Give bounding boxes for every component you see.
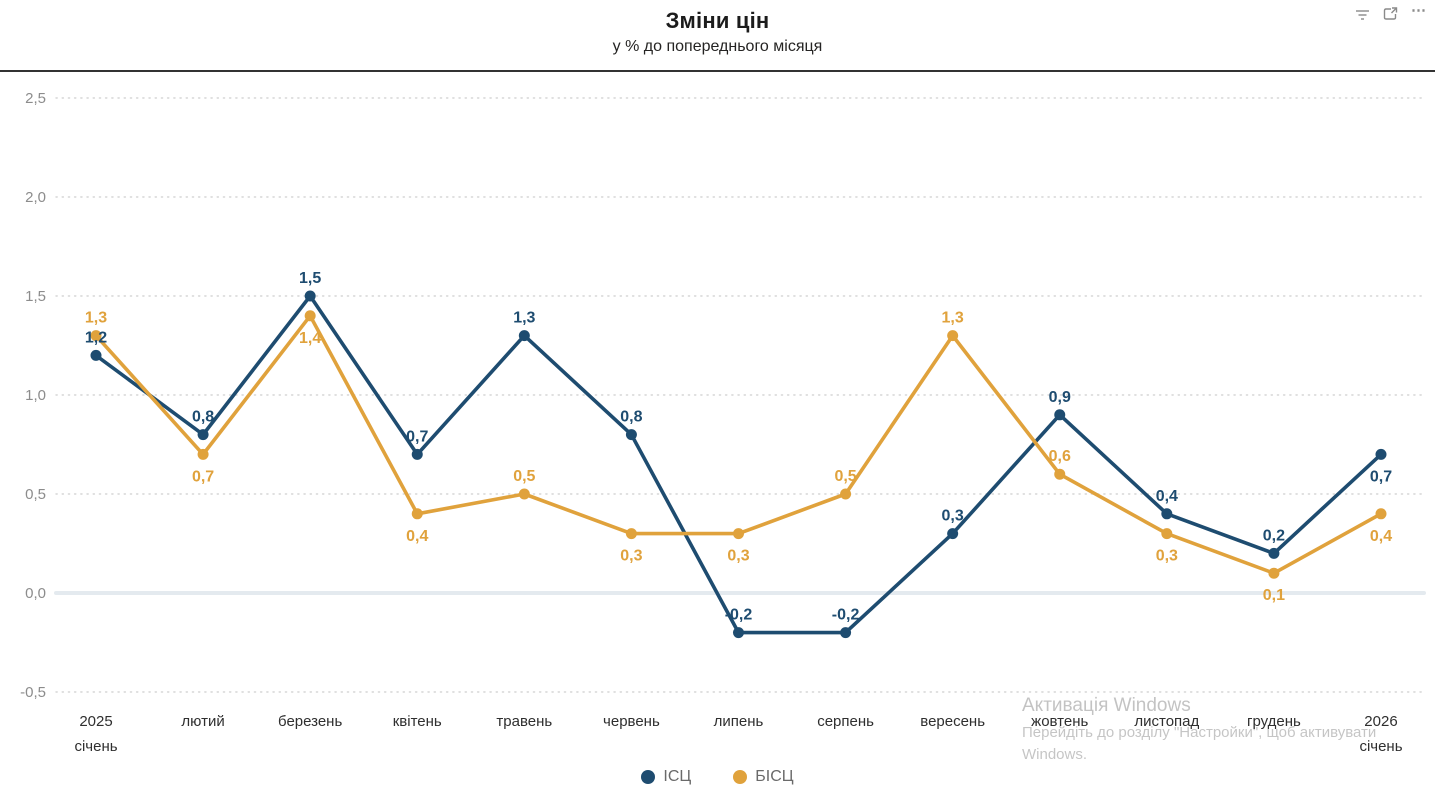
y-axis-tick-label: 1,0	[25, 387, 46, 404]
data-label: -0,2	[832, 607, 860, 624]
data-point[interactable]	[304, 290, 316, 302]
chart-legend: ІСЦ БІСЦ	[0, 768, 1435, 786]
filter-icon[interactable]	[1355, 8, 1370, 21]
data-point[interactable]	[1268, 567, 1280, 579]
data-point[interactable]	[625, 528, 637, 540]
data-point[interactable]	[1268, 547, 1280, 559]
data-label: 0,7	[1370, 468, 1392, 485]
data-point[interactable]	[90, 349, 102, 361]
data-label: 0,6	[1049, 448, 1071, 465]
data-label: 0,3	[727, 548, 749, 565]
x-axis-tick-label: травень	[496, 713, 552, 730]
data-point[interactable]	[518, 330, 530, 342]
data-point[interactable]	[625, 429, 637, 441]
visual-header-toolbar: ⋯	[1355, 2, 1427, 22]
data-label: 0,9	[1049, 389, 1071, 406]
legend-label: ІСЦ	[663, 768, 692, 785]
data-label: 0,3	[620, 548, 642, 565]
data-label: 0,8	[192, 409, 214, 426]
data-label: 0,3	[942, 508, 964, 525]
data-label: 0,3	[1156, 548, 1178, 565]
data-label: 0,8	[620, 409, 642, 426]
focus-mode-icon[interactable]	[1383, 7, 1398, 21]
data-point[interactable]	[732, 528, 744, 540]
data-label: 0,7	[406, 428, 428, 445]
legend-dot-icon	[733, 770, 748, 784]
series-line-ІСЦ	[94, 294, 1383, 635]
data-point[interactable]	[840, 488, 852, 500]
data-point[interactable]	[411, 508, 423, 520]
page-title: Зміни цін	[665, 8, 770, 33]
data-point[interactable]	[411, 448, 423, 460]
x-axis-tick-label: 2026	[1364, 713, 1397, 730]
y-axis-tick-label: 0,5	[25, 486, 46, 503]
data-label: 0,1	[1263, 587, 1285, 604]
x-axis-tick-label: 2025	[79, 713, 112, 730]
x-axis-tick-label: березень	[278, 713, 342, 730]
data-label: 0,7	[192, 468, 214, 485]
x-axis-tick-label: липень	[714, 713, 764, 730]
y-axis-tick-label: 2,5	[25, 90, 46, 107]
chart-header: Зміни цін у % до попереднього місяця	[0, 0, 1435, 72]
x-axis-tick-label: грудень	[1247, 713, 1301, 730]
x-axis-tick-label: січень	[74, 738, 117, 755]
data-point[interactable]	[732, 627, 744, 639]
data-label: 1,5	[299, 270, 321, 287]
data-point[interactable]	[947, 330, 959, 342]
x-axis-tick-label: серпень	[817, 713, 874, 730]
data-point[interactable]	[304, 310, 316, 322]
data-label: 1,2	[85, 329, 107, 346]
legend-dot-icon	[641, 770, 656, 784]
data-label: 0,4	[406, 528, 428, 545]
x-axis-tick-label: вересень	[920, 713, 985, 730]
x-axis-tick-label: листопад	[1134, 713, 1199, 730]
data-label: 1,4	[299, 330, 321, 347]
y-axis-tick-label: 1,5	[25, 288, 46, 305]
data-point[interactable]	[197, 448, 209, 460]
x-axis-tick-label: лютий	[181, 713, 224, 730]
x-axis-tick-label: квітень	[393, 713, 442, 730]
data-label: 1,3	[513, 310, 535, 327]
more-options-icon[interactable]: ⋯	[1411, 2, 1427, 19]
data-point[interactable]	[840, 627, 852, 639]
y-axis-tick-label: 2,0	[25, 189, 46, 206]
legend-item[interactable]: ІСЦ	[641, 768, 691, 786]
x-axis-tick-label: жовтень	[1031, 713, 1088, 730]
y-axis-tick-label: 0,0	[25, 585, 46, 602]
data-point[interactable]	[197, 429, 209, 441]
data-point[interactable]	[90, 330, 102, 342]
legend-item[interactable]: БІСЦ	[733, 768, 794, 786]
data-point[interactable]	[1375, 508, 1387, 520]
data-point[interactable]	[1054, 468, 1066, 480]
data-label: -0,2	[725, 607, 753, 624]
data-point[interactable]	[1161, 528, 1173, 540]
data-label: 0,4	[1370, 528, 1392, 545]
data-label: 0,5	[834, 468, 856, 485]
x-axis-tick-label: січень	[1359, 738, 1402, 755]
data-point[interactable]	[1054, 409, 1066, 421]
data-label: 0,5	[513, 468, 535, 485]
data-point[interactable]	[1161, 508, 1173, 520]
x-axis-tick-label: червень	[603, 713, 660, 730]
data-label: 1,3	[942, 310, 964, 327]
data-point[interactable]	[1375, 448, 1387, 460]
data-label: 1,3	[85, 310, 107, 327]
data-label: 0,4	[1156, 488, 1178, 505]
page-subtitle: у % до попереднього місяця	[612, 38, 823, 55]
data-point[interactable]	[947, 528, 959, 540]
y-axis-tick-label: -0,5	[20, 684, 46, 701]
data-label: 0,2	[1263, 527, 1285, 544]
legend-label: БІСЦ	[755, 768, 794, 785]
data-point[interactable]	[518, 488, 530, 500]
